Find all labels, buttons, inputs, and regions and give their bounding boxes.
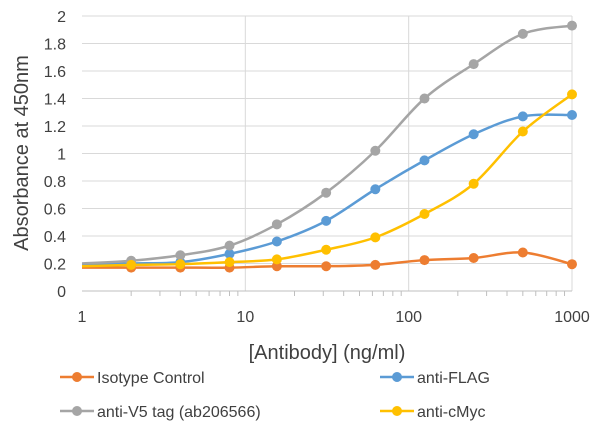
legend: Isotype Control anti-FLAG anti-V5 tag (ab2… [60, 370, 490, 421]
grid [82, 15, 573, 291]
y-tick-label: 0.8 [44, 174, 66, 191]
y-tick-label: 0.6 [44, 202, 66, 219]
data-point [567, 20, 577, 31]
data-point [370, 232, 381, 243]
data-point [321, 261, 332, 272]
data-point [517, 111, 528, 122]
data-point [419, 255, 430, 266]
data-point [517, 126, 528, 137]
data-point [271, 254, 282, 265]
data-point [175, 250, 186, 261]
legend-marker [392, 372, 402, 382]
data-point [468, 178, 479, 189]
data-point [567, 259, 577, 270]
data-point [468, 129, 479, 140]
x-tick-label: 100 [395, 309, 422, 326]
data-point [419, 155, 430, 166]
y-tick-label: 1 [57, 147, 66, 164]
data-point [321, 187, 332, 198]
y-axis-title: Absorbance at 450nm [11, 55, 33, 251]
legend-item: anti-cMyc [380, 404, 485, 421]
data-point [419, 209, 430, 219]
data-point [370, 184, 381, 195]
axes: 0 0.2 0.4 0.6 0.8 1 1.2 1.4 1.6 1.8 2 1 10 100 1000 [44, 9, 590, 326]
legend-item: Isotype Control [60, 370, 205, 387]
data-point [468, 253, 479, 263]
data-point [224, 257, 235, 268]
data-point [321, 215, 332, 226]
x-tick-label: 1000 [554, 309, 590, 326]
data-point [126, 259, 137, 270]
y-tick-label: 0.2 [44, 257, 66, 274]
y-tick-label: 0 [57, 284, 66, 301]
legend-marker [72, 406, 82, 416]
data-point [468, 59, 479, 70]
y-tick-label: 1.2 [44, 119, 66, 136]
series-anti-flag [81, 110, 577, 269]
x-tick-label: 1 [78, 309, 87, 326]
x-axis-title: [Antibody] (ng/ml) [249, 342, 406, 364]
y-tick-label: 0.4 [44, 229, 66, 246]
data-point [517, 28, 528, 39]
data-point [224, 240, 235, 251]
y-tick-label: 1.8 [44, 37, 66, 54]
data-point [175, 259, 186, 270]
data-point [517, 247, 528, 258]
y-tick-label: 1.4 [44, 92, 66, 109]
series-line [81, 24, 573, 265]
data-point [567, 110, 577, 120]
legend-label: anti-FLAG [417, 370, 490, 387]
data-point [370, 145, 381, 156]
y-tick-label: 1.6 [44, 64, 66, 81]
legend-marker [72, 372, 82, 382]
data-point [321, 244, 332, 255]
series-layer [81, 20, 577, 273]
series-line [81, 93, 573, 268]
series-anti-v5-tag-ab206566- [81, 20, 577, 266]
x-tick-label: 10 [236, 309, 254, 326]
legend-item: anti-V5 tag (ab206566) [60, 404, 261, 421]
series-anti-cmyc [81, 89, 577, 270]
data-point [224, 248, 235, 259]
data-point [419, 93, 430, 104]
data-point [370, 259, 381, 270]
data-point [271, 219, 282, 230]
legend-item: anti-FLAG [380, 370, 490, 387]
y-tick-label: 2 [57, 9, 66, 26]
legend-label: anti-V5 tag (ab206566) [97, 404, 261, 421]
legend-label: Isotype Control [97, 370, 205, 387]
data-point [271, 261, 282, 272]
data-point [567, 89, 577, 100]
legend-marker [392, 406, 402, 416]
legend-label: anti-cMyc [417, 404, 485, 421]
data-point [271, 236, 282, 247]
